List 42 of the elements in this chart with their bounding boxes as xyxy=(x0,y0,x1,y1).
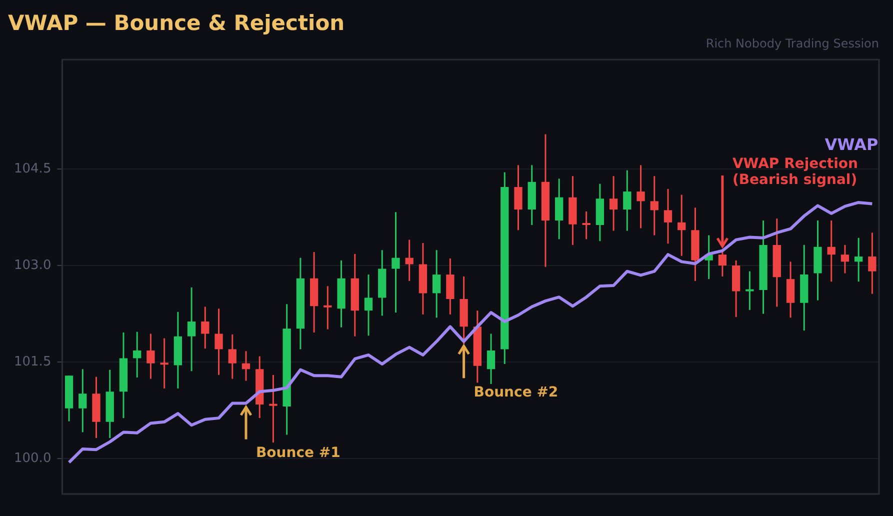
candlestick xyxy=(609,175,618,232)
candlestick xyxy=(78,368,87,433)
candlestick xyxy=(827,220,836,282)
candlestick xyxy=(486,333,496,385)
candlestick xyxy=(840,244,850,274)
candlestick xyxy=(636,164,645,229)
text: VWAP xyxy=(824,134,878,154)
candlestick xyxy=(582,210,590,240)
candlestick xyxy=(228,334,236,380)
candlestick xyxy=(392,211,400,314)
candlestick xyxy=(160,338,168,390)
candlestick xyxy=(854,237,863,282)
y-tick-label: 100.0 xyxy=(14,450,52,466)
candlestick xyxy=(678,194,686,257)
annotation: Bounce #2 xyxy=(474,384,558,401)
candlestick xyxy=(405,239,414,282)
candlestick xyxy=(868,232,876,295)
candlestick xyxy=(242,350,250,382)
candlestick xyxy=(269,374,278,444)
y-tick-label: 104.5 xyxy=(14,161,52,176)
candlestick xyxy=(555,178,564,240)
candlestick xyxy=(664,188,672,244)
candlestick xyxy=(214,308,223,376)
candlestick xyxy=(718,250,727,278)
candlestick xyxy=(514,164,522,231)
chart-title: VWAP — Bounce & Rejection xyxy=(8,11,345,36)
candlestick xyxy=(364,274,373,336)
candlestick xyxy=(146,333,155,380)
annotation: Bounce #1 xyxy=(256,445,340,462)
candlestick xyxy=(432,249,441,318)
y-tick-label: 101.5 xyxy=(14,354,52,370)
candlestick xyxy=(650,175,658,236)
chart-subtitle: Rich Nobody Trading Session xyxy=(706,36,879,51)
y-tick-label: 103.0 xyxy=(14,258,52,273)
candlestick xyxy=(786,260,795,318)
candlestick xyxy=(324,285,332,330)
candlestick xyxy=(187,286,196,372)
candlestick xyxy=(623,170,632,232)
candlestick xyxy=(133,331,142,378)
candlestick xyxy=(201,306,210,350)
annotation: VWAP Rejection (Bearish signal) xyxy=(732,156,858,188)
candlestick xyxy=(746,270,754,311)
